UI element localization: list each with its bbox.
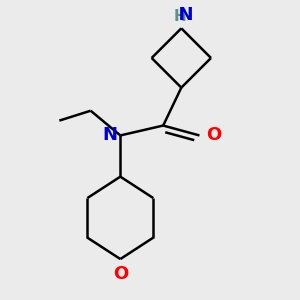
Text: O: O (113, 265, 128, 283)
Text: H: H (173, 9, 186, 24)
Text: N: N (166, 6, 194, 24)
Text: O: O (206, 126, 221, 144)
Text: N: N (102, 126, 117, 144)
